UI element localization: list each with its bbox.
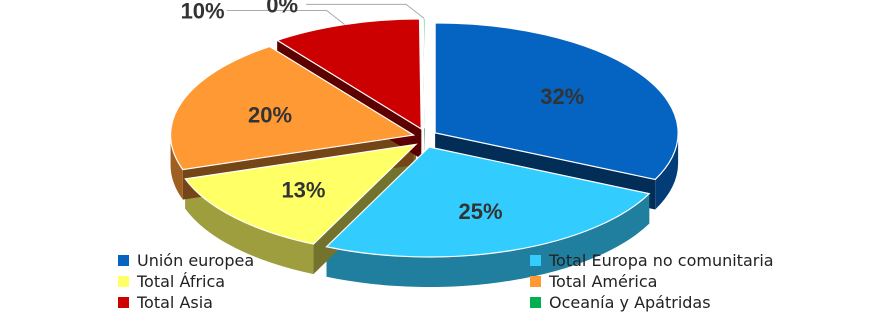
legend-swatch-2 <box>118 276 129 287</box>
slice-3 <box>169 45 416 171</box>
legend-label-1: Total Europa no comunitaria <box>548 251 774 270</box>
slice-label-2: 13% <box>281 178 325 203</box>
slice-1 <box>325 146 651 258</box>
legend-label-0: Unión europea <box>137 251 254 270</box>
legend-swatch-5 <box>530 297 541 308</box>
legend: Unión europea Total Europa no comunitaria… <box>118 251 774 312</box>
slice-rim-2 <box>185 178 314 275</box>
legend-swatch-1 <box>530 255 541 266</box>
slice-0 <box>434 22 679 181</box>
legend-label-2: Total África <box>136 272 225 291</box>
pie-slices <box>169 17 679 288</box>
legend-label-5: Oceanía y Apátridas <box>549 293 711 312</box>
slice-label-1: 25% <box>459 199 503 224</box>
slice-rim-3 <box>170 135 183 200</box>
slice-label-5: 0% <box>266 0 298 17</box>
slice-rim-0 <box>655 132 679 210</box>
slice-label-0: 32% <box>540 84 584 109</box>
legend-swatch-0 <box>118 255 129 266</box>
slice-5 <box>422 17 426 129</box>
slice-label-3: 20% <box>248 102 292 127</box>
pie-labels: 32% 25% 13% 20% 10% 0% <box>181 0 585 224</box>
legend-label-4: Total Asia <box>136 293 213 312</box>
leader-line-4 <box>226 10 345 25</box>
legend-swatch-4 <box>118 297 129 308</box>
slice-2 <box>184 143 418 245</box>
slice-rim-1 <box>326 193 650 288</box>
leader-line-5 <box>306 3 425 19</box>
legend-label-3: Total América <box>548 272 657 291</box>
legend-swatch-3 <box>530 276 541 287</box>
slice-label-4: 10% <box>181 0 225 24</box>
